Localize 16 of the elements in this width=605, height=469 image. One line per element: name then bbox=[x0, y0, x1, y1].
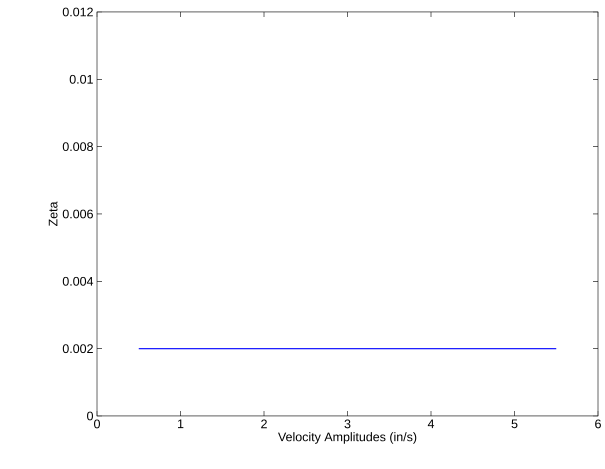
x-tick-label: 1 bbox=[178, 420, 184, 428]
y-tick-label: 0 bbox=[87, 412, 93, 420]
y-tick-label: 0.012 bbox=[62, 8, 93, 16]
y-tick-label: 0.004 bbox=[62, 276, 94, 286]
x-tick-label: 4 bbox=[428, 420, 434, 428]
y-axis-title: Zeta bbox=[48, 202, 58, 226]
x-tick-label: 3 bbox=[344, 420, 350, 428]
x-tick-label: 2 bbox=[261, 420, 267, 428]
x-axis-title: Velocity Amplitudes (in/s) bbox=[278, 432, 416, 444]
y-tick-label: 0.006 bbox=[62, 210, 93, 218]
x-tick-label: 5 bbox=[512, 420, 518, 428]
x-tick-label: 6 bbox=[595, 420, 601, 428]
x-tick-label: 0 bbox=[94, 420, 100, 428]
y-tick-label: 0.01 bbox=[70, 74, 93, 84]
y-tick-label: 0.008 bbox=[62, 142, 93, 152]
y-tick-label: 0.002 bbox=[62, 344, 93, 354]
